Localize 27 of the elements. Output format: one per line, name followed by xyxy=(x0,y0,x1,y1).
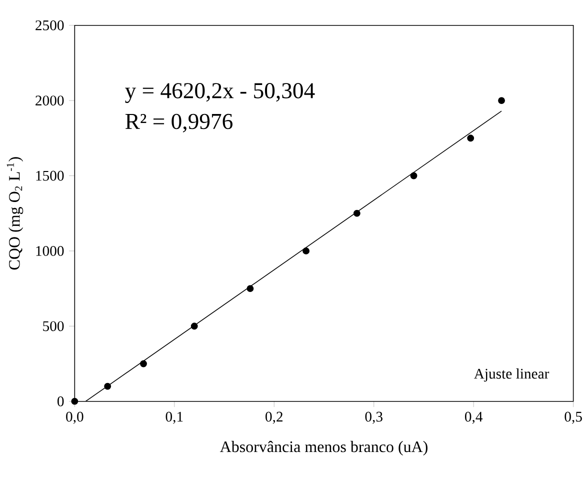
point xyxy=(190,322,198,330)
x-tick-label: 0,0 xyxy=(66,412,84,424)
y-tick-label: 0 xyxy=(58,396,64,406)
point xyxy=(71,398,78,405)
y-tick-label: 500 xyxy=(43,321,64,332)
y-tick-label: 1500 xyxy=(36,170,64,181)
point xyxy=(498,97,505,104)
x-tick-label: 0,4 xyxy=(464,412,483,424)
point xyxy=(467,134,474,142)
point xyxy=(410,172,418,180)
point xyxy=(302,247,310,254)
annotation: y = 4620,2x - 50,304 xyxy=(125,83,315,103)
point xyxy=(140,360,147,368)
x-tick-label: 0,3 xyxy=(365,412,382,424)
x-axis-title: Absorvância menos branco (uA) xyxy=(220,440,428,456)
y-tick-label: 2500 xyxy=(36,20,64,30)
point xyxy=(104,382,112,390)
y-tick-label: 2000 xyxy=(36,96,64,106)
point xyxy=(246,285,254,292)
annotation: Ajuste linear xyxy=(474,368,550,382)
x-tick-label: 0,2 xyxy=(266,412,282,424)
annotation: R² = 0,9976 xyxy=(125,114,232,132)
y-tick-label: 1000 xyxy=(36,246,64,256)
x-tick-label: 0,1 xyxy=(166,412,183,424)
y-axis-title: CQO (mg O$_{2}$ L$^{-1}$) xyxy=(6,157,24,270)
point xyxy=(353,210,360,217)
x-tick-label: 0,5 xyxy=(564,412,582,424)
